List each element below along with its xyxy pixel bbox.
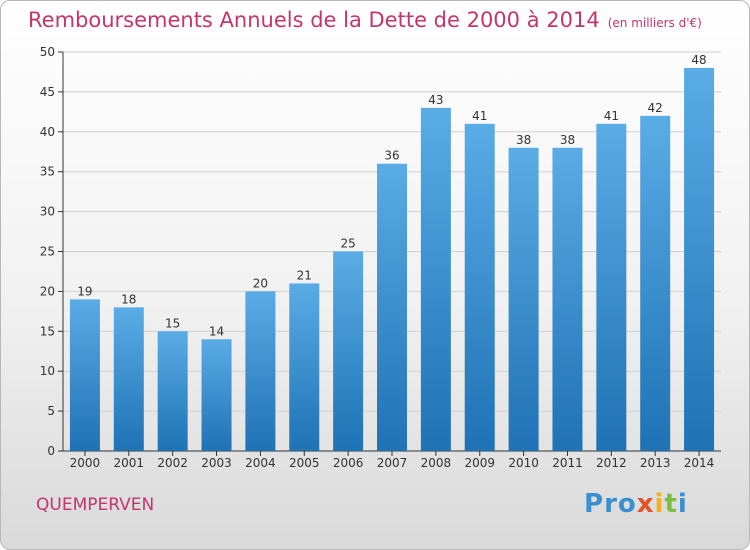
chart-title-text: Remboursements Annuels de la Dette de 20… (28, 8, 600, 32)
bar (420, 107, 451, 452)
bar (596, 123, 627, 451)
bar (113, 307, 144, 451)
bar (464, 123, 495, 451)
logo-letter: t (664, 489, 678, 519)
y-tick-label: 20 (40, 284, 55, 298)
bar (245, 291, 276, 451)
x-tick-label: 2012 (596, 456, 627, 470)
proxiti-logo: Proxiti (584, 489, 688, 519)
x-tick-label: 2014 (684, 456, 715, 470)
bar-value-label: 19 (77, 284, 92, 298)
chart-unit: (en milliers d'€) (607, 16, 702, 30)
bar-value-label: 25 (340, 237, 355, 251)
y-tick-label: 35 (40, 165, 55, 179)
x-tick-label: 2002 (157, 456, 188, 470)
bar (377, 163, 407, 451)
bar-value-label: 43 (428, 93, 443, 107)
logo-letter: P (584, 489, 605, 519)
x-tick-label: 2005 (289, 456, 320, 470)
bar (640, 115, 671, 451)
bar-value-label: 14 (209, 324, 224, 338)
x-tick-label: 2007 (377, 456, 408, 470)
logo-letter: r (604, 489, 618, 519)
x-tick-label: 2000 (70, 456, 101, 470)
bar-value-label: 48 (691, 53, 706, 67)
bar (69, 299, 100, 451)
bar (201, 339, 232, 451)
y-tick-label: 50 (40, 45, 55, 59)
y-tick-label: 30 (40, 205, 55, 219)
chart-title: Remboursements Annuels de la Dette de 20… (28, 8, 702, 32)
x-tick-label: 2010 (508, 456, 539, 470)
commune-name: QUEMPERVEN (36, 495, 155, 515)
bar (333, 251, 364, 451)
bar (289, 283, 320, 451)
bar (552, 147, 583, 451)
bar-value-label: 21 (297, 268, 312, 282)
y-tick-label: 5 (47, 404, 55, 418)
bar-value-label: 38 (516, 133, 531, 147)
bar-value-label: 36 (384, 149, 399, 163)
y-tick-label: 0 (47, 444, 55, 458)
bar (684, 67, 715, 452)
bar (157, 331, 188, 451)
y-tick-label: 15 (40, 324, 55, 338)
bar-value-label: 42 (648, 101, 663, 115)
x-tick-label: 2009 (464, 456, 495, 470)
bar-value-label: 41 (604, 109, 619, 123)
y-tick-label: 25 (40, 245, 55, 259)
bar-value-label: 20 (253, 276, 268, 290)
bar (508, 147, 539, 451)
x-tick-label: 2011 (552, 456, 583, 470)
logo-letter: i (654, 489, 665, 519)
x-tick-label: 2003 (201, 456, 232, 470)
y-tick-label: 40 (40, 125, 55, 139)
bar-value-label: 18 (121, 292, 136, 306)
logo-letter: x (636, 489, 655, 519)
bar-value-label: 15 (165, 316, 180, 330)
x-tick-label: 2006 (333, 456, 364, 470)
x-tick-label: 2004 (245, 456, 276, 470)
x-tick-label: 2013 (640, 456, 671, 470)
logo-letter: i (677, 489, 688, 519)
bar-value-label: 41 (472, 109, 487, 123)
logo-letter: o (617, 489, 637, 519)
y-tick-label: 10 (40, 364, 55, 378)
x-tick-label: 2008 (421, 456, 452, 470)
bar-value-label: 38 (560, 133, 575, 147)
x-tick-label: 2001 (114, 456, 145, 470)
y-tick-label: 45 (40, 85, 55, 99)
